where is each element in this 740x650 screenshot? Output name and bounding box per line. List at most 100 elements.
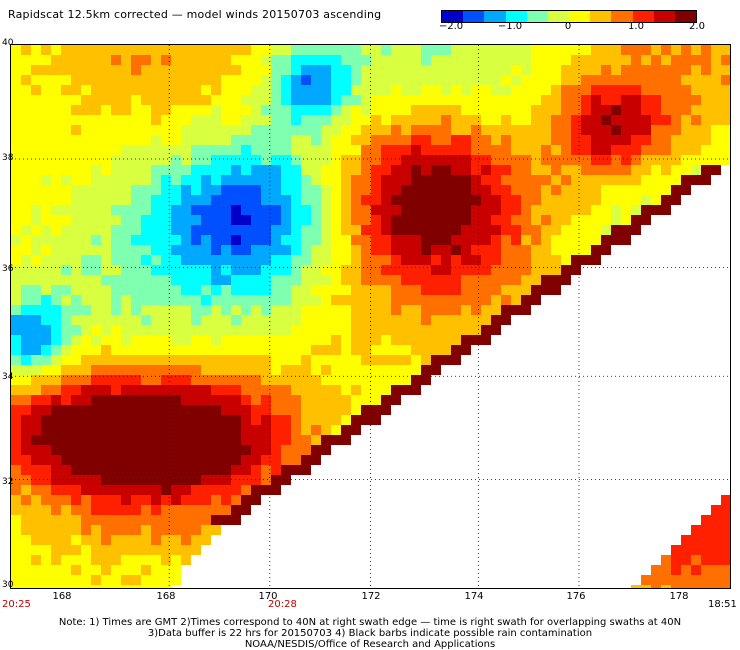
- wind-cell: [601, 155, 611, 165]
- wind-cell: [331, 375, 341, 385]
- wind-cell: [271, 75, 281, 85]
- wind-cell: [341, 285, 351, 295]
- wind-cell: [491, 75, 501, 85]
- wind-cell: [611, 195, 621, 205]
- wind-cell: [11, 45, 21, 55]
- wind-cell: [651, 55, 661, 65]
- wind-cell: [191, 45, 201, 55]
- wind-cell: [371, 215, 381, 225]
- wind-cell: [461, 85, 471, 95]
- wind-cell: [351, 305, 361, 315]
- wind-cell: [701, 125, 711, 135]
- wind-cell: [71, 565, 81, 575]
- wind-cell: [51, 315, 61, 325]
- wind-cell: [91, 165, 101, 175]
- wind-cell: [291, 115, 301, 125]
- wind-cell: [721, 135, 730, 145]
- wind-cell: [111, 195, 121, 205]
- wind-cell: [141, 385, 151, 395]
- wind-cell: [421, 175, 431, 185]
- wind-cell: [131, 395, 141, 405]
- wind-cell: [141, 405, 151, 415]
- wind-cell: [431, 245, 441, 255]
- wind-cell: [261, 485, 271, 495]
- wind-cell: [711, 555, 721, 565]
- wind-cell: [631, 115, 641, 125]
- wind-cell: [171, 155, 181, 165]
- wind-cell: [631, 175, 641, 185]
- wind-cell: [301, 205, 311, 215]
- wind-cell: [241, 365, 251, 375]
- wind-cell: [651, 155, 661, 165]
- wind-cell: [61, 415, 71, 425]
- wind-cell: [421, 275, 431, 285]
- wind-cell: [281, 255, 291, 265]
- wind-cell: [11, 575, 21, 585]
- wind-cell: [691, 155, 701, 165]
- wind-cell: [231, 365, 241, 375]
- wind-cell: [261, 225, 271, 235]
- wind-cell: [251, 465, 261, 475]
- wind-cell: [361, 165, 371, 175]
- wind-cell: [371, 395, 381, 405]
- wind-cell: [311, 245, 321, 255]
- wind-cell: [431, 175, 441, 185]
- wind-cell: [181, 95, 191, 105]
- wind-cell: [621, 85, 631, 95]
- wind-cell: [301, 45, 311, 55]
- wind-cell: [151, 55, 161, 65]
- wind-cell: [161, 315, 171, 325]
- wind-cell: [151, 365, 161, 375]
- wind-cell: [91, 95, 101, 105]
- wind-cell: [541, 285, 551, 295]
- wind-cell: [511, 295, 521, 305]
- wind-cell: [661, 145, 671, 155]
- wind-cell: [191, 355, 201, 365]
- wind-cell: [471, 325, 481, 335]
- wind-cell: [511, 155, 521, 165]
- wind-cell: [521, 275, 531, 285]
- wind-cell: [521, 55, 531, 65]
- wind-cell: [11, 255, 21, 265]
- wind-cell: [711, 115, 721, 125]
- wind-cell: [701, 565, 711, 575]
- wind-cell: [691, 135, 701, 145]
- wind-cell: [341, 235, 351, 245]
- wind-cell: [161, 255, 171, 265]
- wind-cell: [141, 215, 151, 225]
- wind-cell: [501, 225, 511, 235]
- wind-cell: [691, 525, 701, 535]
- wind-cell: [271, 205, 281, 215]
- wind-cell: [541, 145, 551, 155]
- wind-cell: [351, 265, 361, 275]
- wind-cell: [51, 445, 61, 455]
- wind-cell: [421, 365, 431, 375]
- wind-cell: [431, 315, 441, 325]
- wind-cell: [611, 165, 621, 175]
- wind-cell: [51, 425, 61, 435]
- wind-cell: [231, 515, 241, 525]
- wind-cell: [491, 155, 501, 165]
- wind-cell: [291, 345, 301, 355]
- wind-cell: [591, 205, 601, 215]
- wind-cell: [581, 155, 591, 165]
- wind-cell: [651, 205, 661, 215]
- wind-cell: [121, 415, 131, 425]
- wind-cell: [381, 105, 391, 115]
- wind-cell: [81, 185, 91, 195]
- wind-cell: [271, 305, 281, 315]
- wind-cell: [121, 285, 131, 295]
- wind-cell: [461, 115, 471, 125]
- wind-cell: [91, 315, 101, 325]
- wind-cell: [11, 235, 21, 245]
- wind-cell: [471, 85, 481, 95]
- wind-cell: [61, 395, 71, 405]
- wind-cell: [181, 155, 191, 165]
- wind-cell: [661, 95, 671, 105]
- wind-cell: [471, 95, 481, 105]
- wind-cell: [201, 235, 211, 245]
- wind-cell: [681, 165, 691, 175]
- wind-cell: [601, 205, 611, 215]
- wind-cell: [71, 395, 81, 405]
- wind-cell: [511, 175, 521, 185]
